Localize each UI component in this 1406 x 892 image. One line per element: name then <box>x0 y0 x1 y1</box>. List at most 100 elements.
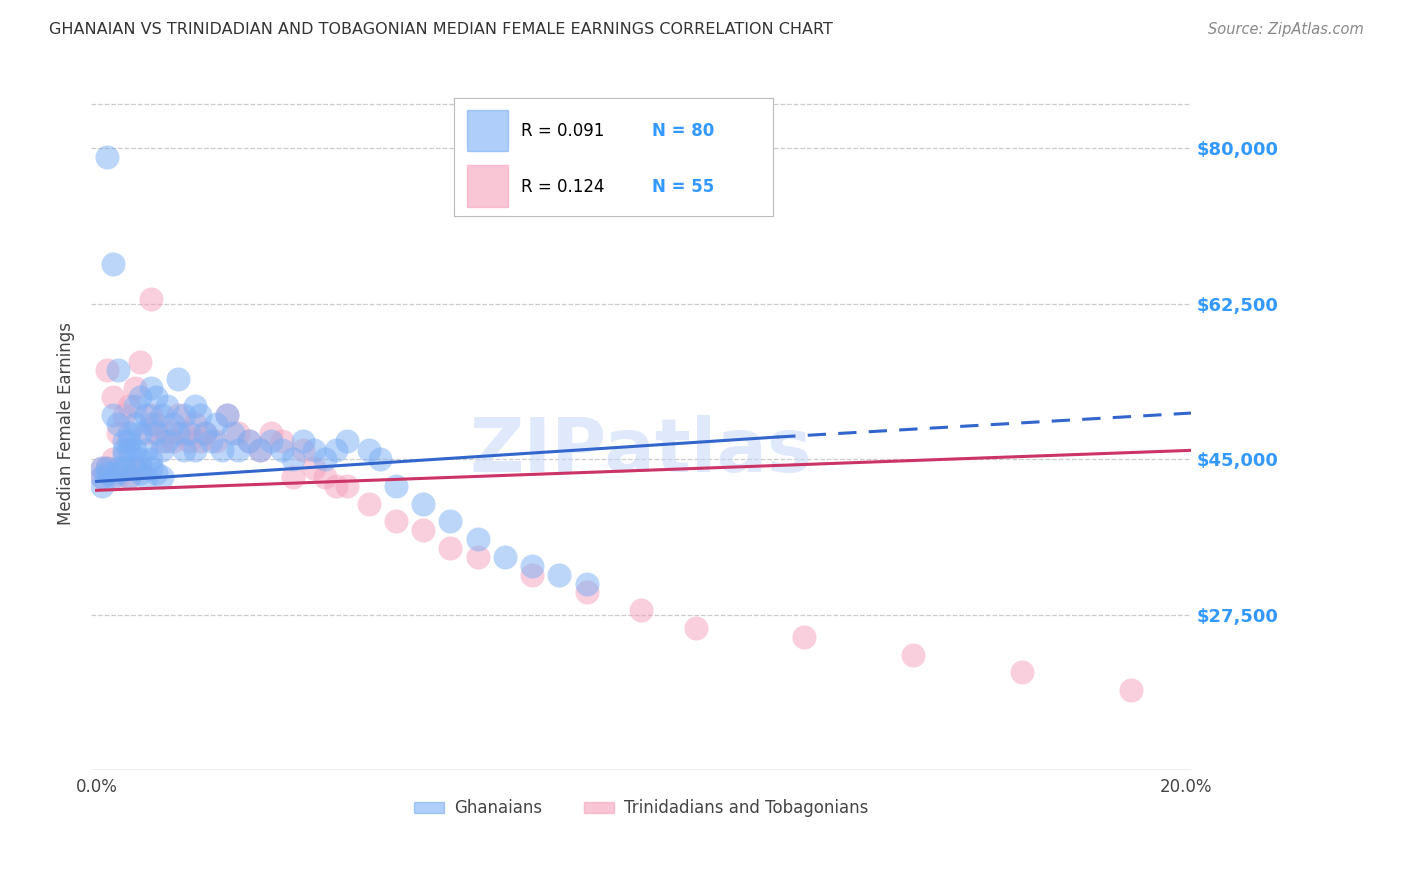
Point <box>292 443 315 458</box>
Legend: Ghanaians, Trinidadians and Tobagonians: Ghanaians, Trinidadians and Tobagonians <box>408 793 875 824</box>
Point <box>91 470 114 484</box>
Point <box>222 425 245 440</box>
Point <box>167 372 190 386</box>
Text: GHANAIAN VS TRINIDADIAN AND TOBAGONIAN MEDIAN FEMALE EARNINGS CORRELATION CHART: GHANAIAN VS TRINIDADIAN AND TOBAGONIAN M… <box>49 22 834 37</box>
Point <box>139 417 162 431</box>
Point <box>205 417 228 431</box>
Point <box>548 567 571 582</box>
Point <box>173 408 195 422</box>
Point <box>150 408 173 422</box>
Point <box>173 443 195 458</box>
Point <box>270 434 292 449</box>
Point <box>101 408 124 422</box>
Point <box>112 434 135 449</box>
Point <box>124 417 146 431</box>
Point <box>129 466 152 480</box>
Point <box>124 399 146 413</box>
Point <box>226 443 249 458</box>
Point <box>129 390 152 404</box>
Point <box>156 399 179 413</box>
Point <box>439 541 461 555</box>
Point <box>129 425 152 440</box>
Point <box>145 466 167 480</box>
Point <box>520 558 543 573</box>
Point <box>145 390 167 404</box>
Point <box>107 461 129 475</box>
Point <box>238 434 260 449</box>
Point <box>112 443 135 458</box>
Point <box>107 470 129 484</box>
Point <box>226 425 249 440</box>
Point <box>129 461 152 475</box>
Point <box>200 434 222 449</box>
Point <box>135 470 157 484</box>
Point <box>325 479 347 493</box>
Point <box>304 443 326 458</box>
Point <box>167 425 190 440</box>
Point <box>101 470 124 484</box>
Point <box>162 434 184 449</box>
Point <box>188 408 211 422</box>
Point <box>150 470 173 484</box>
Point <box>314 452 336 467</box>
Point <box>124 461 146 475</box>
Point <box>112 461 135 475</box>
Point <box>156 425 179 440</box>
Point <box>118 470 141 484</box>
Point <box>205 434 228 449</box>
Point <box>260 425 283 440</box>
Point <box>249 443 271 458</box>
Point <box>314 470 336 484</box>
Point <box>439 515 461 529</box>
Point <box>118 425 141 440</box>
Point <box>368 452 391 467</box>
Point <box>107 417 129 431</box>
Point <box>630 603 652 617</box>
Point <box>304 461 326 475</box>
Point <box>217 408 239 422</box>
Point <box>135 425 157 440</box>
Point <box>281 452 304 467</box>
Point <box>156 434 179 449</box>
Point <box>96 150 118 164</box>
Point <box>118 434 141 449</box>
Point <box>96 466 118 480</box>
Point <box>575 585 598 599</box>
Point <box>385 515 408 529</box>
Point <box>194 425 217 440</box>
Point <box>385 479 408 493</box>
Point <box>124 443 146 458</box>
Point <box>336 434 359 449</box>
Point <box>124 381 146 395</box>
Point <box>96 461 118 475</box>
Point <box>217 408 239 422</box>
Point <box>357 497 380 511</box>
Point <box>292 434 315 449</box>
Text: Source: ZipAtlas.com: Source: ZipAtlas.com <box>1208 22 1364 37</box>
Point <box>357 443 380 458</box>
Point <box>101 257 124 271</box>
Point <box>179 425 201 440</box>
Point <box>211 443 233 458</box>
Point <box>336 479 359 493</box>
Point <box>96 363 118 377</box>
Point <box>467 532 489 546</box>
Point <box>270 443 292 458</box>
Point <box>150 434 173 449</box>
Point <box>903 648 925 662</box>
Point <box>145 417 167 431</box>
Point <box>412 497 434 511</box>
Point <box>281 470 304 484</box>
Point <box>150 443 173 458</box>
Point <box>260 434 283 449</box>
Point <box>520 567 543 582</box>
Point <box>238 434 260 449</box>
Point <box>91 479 114 493</box>
Point <box>96 461 118 475</box>
Point <box>162 417 184 431</box>
Point <box>124 461 146 475</box>
Point <box>575 576 598 591</box>
Point <box>179 434 201 449</box>
Point <box>1011 665 1033 680</box>
Point <box>167 408 190 422</box>
